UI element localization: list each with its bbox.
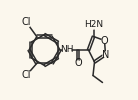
Text: NH: NH [60, 46, 74, 54]
Text: Cl: Cl [21, 70, 31, 81]
Circle shape [63, 46, 71, 54]
Text: O: O [101, 36, 108, 46]
Circle shape [89, 20, 98, 29]
Circle shape [21, 17, 31, 27]
Text: H2N: H2N [84, 20, 103, 29]
Text: Cl: Cl [21, 17, 31, 27]
Circle shape [102, 38, 107, 43]
Circle shape [103, 52, 108, 57]
Text: O: O [74, 58, 82, 69]
Text: N: N [102, 50, 109, 60]
Circle shape [75, 61, 80, 66]
Circle shape [21, 70, 31, 81]
